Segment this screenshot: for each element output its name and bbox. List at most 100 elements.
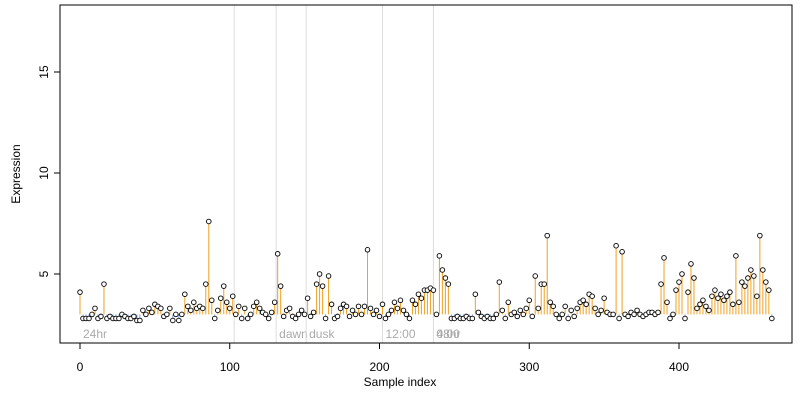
data-point xyxy=(325,273,332,279)
data-point xyxy=(544,232,550,239)
data-point xyxy=(496,279,503,285)
data-point xyxy=(511,309,518,316)
data-point xyxy=(727,289,733,295)
data-point xyxy=(583,301,589,308)
data-point xyxy=(301,311,308,318)
data-point xyxy=(682,315,688,322)
data-point xyxy=(322,315,329,322)
data-point xyxy=(571,313,577,320)
axes-layer: 0 100 200 300 400 5 10 15 xyxy=(37,65,689,374)
data-point xyxy=(137,317,143,324)
data-point xyxy=(529,313,535,320)
y-tick-label: 10 xyxy=(37,166,51,180)
data-point xyxy=(433,311,440,318)
data-point xyxy=(658,281,664,287)
data-point xyxy=(319,283,326,289)
data-point xyxy=(619,249,625,255)
data-point xyxy=(517,307,524,314)
data-point xyxy=(238,315,245,322)
x-tick-label: 100 xyxy=(220,360,240,374)
x-tick-label: 0 xyxy=(77,360,84,374)
data-point xyxy=(310,309,317,316)
data-point xyxy=(562,303,568,310)
data-point xyxy=(391,299,398,306)
data-point xyxy=(721,297,727,304)
data-point xyxy=(520,311,527,318)
data-point xyxy=(595,311,601,318)
marker-label: dawn xyxy=(279,327,308,341)
data-point xyxy=(370,311,377,318)
data-point xyxy=(92,305,98,312)
data-point xyxy=(224,299,230,306)
data-point xyxy=(86,315,92,322)
data-point xyxy=(724,293,730,299)
data-point xyxy=(685,289,691,295)
data-point xyxy=(559,311,565,318)
data-point xyxy=(400,307,407,314)
data-point xyxy=(688,261,694,267)
data-point xyxy=(262,311,269,318)
marker-label: 0:00 xyxy=(436,327,460,341)
data-point xyxy=(307,313,314,320)
data-point xyxy=(382,315,389,322)
data-point xyxy=(286,305,293,312)
data-point xyxy=(188,307,194,314)
data-point xyxy=(116,315,122,322)
data-point xyxy=(361,303,368,310)
data-point xyxy=(568,307,574,314)
data-point xyxy=(610,311,616,318)
data-point xyxy=(676,279,682,285)
data-point xyxy=(343,303,350,310)
data-point xyxy=(271,299,278,306)
data-point xyxy=(535,305,541,312)
data-point xyxy=(409,297,416,304)
data-point xyxy=(532,273,538,279)
data-point xyxy=(490,315,497,322)
data-point xyxy=(388,307,395,314)
data-point xyxy=(385,311,392,318)
data-point xyxy=(472,291,479,297)
data-point xyxy=(256,305,263,312)
data-point xyxy=(247,311,254,318)
data-point xyxy=(397,297,404,304)
data-point xyxy=(191,299,197,306)
data-point xyxy=(146,305,152,312)
data-point xyxy=(691,275,697,281)
data-point xyxy=(550,303,556,310)
data-point xyxy=(760,267,766,273)
data-point xyxy=(703,303,709,310)
data-point xyxy=(250,303,257,310)
data-point xyxy=(634,307,640,314)
data-point xyxy=(436,253,443,259)
data-point xyxy=(89,311,95,318)
data-point xyxy=(769,315,775,322)
data-point xyxy=(493,311,500,318)
data-point xyxy=(158,305,164,312)
data-point xyxy=(77,289,83,295)
data-point xyxy=(268,309,275,316)
data-point xyxy=(565,315,571,322)
data-point xyxy=(394,305,401,312)
data-point xyxy=(182,291,188,297)
data-point xyxy=(715,295,721,301)
data-point xyxy=(140,307,146,314)
data-point xyxy=(745,275,751,281)
data-point xyxy=(574,305,580,312)
data-point xyxy=(412,301,419,308)
data-point xyxy=(547,299,553,306)
data-point xyxy=(206,218,212,225)
data-point xyxy=(679,271,685,277)
data-point xyxy=(373,307,380,314)
data-point xyxy=(598,307,604,314)
data-point xyxy=(670,311,676,318)
data-point xyxy=(661,255,667,261)
data-point xyxy=(697,301,703,308)
data-point xyxy=(376,313,383,320)
points-layer xyxy=(77,218,775,324)
data-point xyxy=(442,275,449,281)
data-point xyxy=(613,242,619,249)
data-point xyxy=(694,305,700,312)
data-point xyxy=(241,305,248,312)
data-point xyxy=(754,293,760,299)
